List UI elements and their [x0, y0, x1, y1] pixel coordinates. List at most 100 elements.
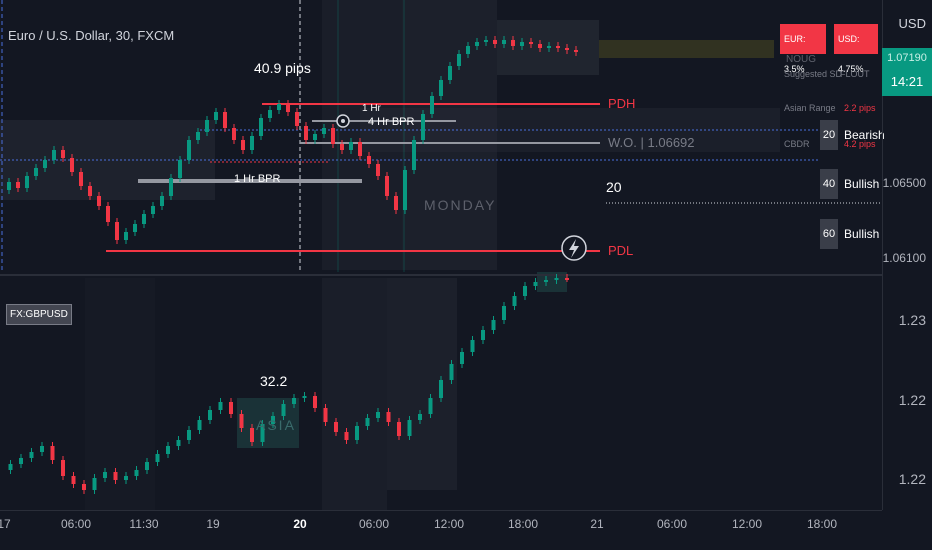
price-axis[interactable]: USD 1.07190 14:21 1.06500 1.06100 1.23 1… [882, 0, 932, 510]
candle-body [403, 170, 407, 210]
candle-body [355, 426, 359, 440]
candle-body [448, 66, 452, 80]
lower-price-tick: 1.23 [898, 312, 926, 328]
candle-body [145, 462, 149, 470]
candle-body [106, 206, 110, 222]
candle-body [349, 142, 353, 150]
candle-body [271, 416, 275, 424]
candle-body [259, 118, 263, 136]
candle-body [397, 422, 401, 436]
candle-body [418, 414, 422, 420]
candle-body [529, 42, 533, 44]
candle-body [554, 278, 559, 280]
noug-label: NOUG [786, 54, 816, 65]
usd-rate-badge: USD: 4.75% [834, 24, 878, 74]
time-tick: 12:00 [731, 517, 763, 531]
time-tick: 12:00 [433, 517, 465, 531]
candle-body [61, 460, 65, 476]
candle-body [475, 42, 479, 46]
candle-body [232, 128, 236, 140]
candle-body [565, 278, 569, 280]
candle-body [547, 46, 551, 48]
candle-body [229, 402, 233, 414]
time-axis[interactable]: 17 06:00 11:30 19 20 06:00 12:00 18:00 2… [0, 510, 882, 550]
time-tick: 21 [590, 517, 604, 531]
bar-countdown: 14:21 [882, 68, 932, 96]
candle-body [313, 134, 317, 140]
time-tick: 06:00 [656, 517, 688, 531]
candle-body [151, 206, 155, 214]
candle-body [376, 164, 380, 176]
asian-range-label: Asian Range [784, 103, 836, 113]
candle-body [16, 182, 20, 188]
candle-body [40, 446, 44, 452]
candle-body [281, 404, 286, 416]
candle-body [29, 452, 34, 458]
bias-tf: 60 [820, 219, 838, 249]
candle-body [71, 476, 76, 484]
time-tick: 06:00 [60, 517, 92, 531]
price-chart[interactable] [0, 0, 882, 510]
candle-body [484, 40, 488, 42]
candle-body [124, 476, 128, 480]
eur-rate-badge: EUR: 3.5% [780, 24, 826, 74]
candle-body [502, 40, 506, 44]
candle-body [142, 214, 146, 224]
candle-body [169, 178, 173, 196]
time-tick: 11:30 [129, 517, 159, 531]
candle-body [43, 160, 47, 168]
bpr-1h-top-label: 1 Hr [362, 103, 381, 114]
lightning-icon [569, 239, 579, 258]
pips-label: 40.9 pips [254, 60, 311, 76]
candle-body [386, 412, 391, 422]
compare-symbol-tag[interactable]: FX:GBPUSD [6, 304, 72, 325]
suggested-sd-label: Suggested SD [784, 69, 843, 79]
bias-label: Bullish [844, 177, 880, 191]
candle-body [439, 80, 443, 96]
candle-body [344, 432, 349, 440]
candle-body [277, 104, 281, 110]
candle-body [313, 396, 317, 408]
candle-body [421, 114, 425, 140]
candle-body [304, 126, 308, 140]
cbdr-label: CBDR [784, 139, 810, 149]
candle-body [322, 128, 326, 134]
candle-body [407, 420, 412, 436]
bpr-4h-label: 4 Hr BPR [368, 116, 415, 128]
time-tick: 18:00 [507, 517, 539, 531]
candle-body [340, 144, 344, 150]
price-tick: 1.06500 [882, 176, 926, 190]
bpr-1h-label: 1 Hr BPR [234, 173, 281, 185]
candle-body [533, 282, 538, 286]
candle-body [292, 398, 296, 404]
lower-pips-label: 32.2 [260, 373, 288, 389]
candle-body [466, 46, 470, 54]
candle-body [208, 410, 212, 420]
candle-body [544, 280, 548, 282]
candle-body [439, 380, 443, 398]
candle-body [187, 140, 191, 160]
candle-body [134, 470, 139, 476]
candle-body [79, 172, 83, 186]
candle-body [491, 320, 496, 330]
candle-body [239, 414, 244, 428]
candle-body [512, 296, 517, 306]
candle-body [481, 330, 485, 340]
candle-body [493, 40, 497, 44]
candle-body [511, 40, 515, 46]
last-price-label: 1.07190 [882, 48, 932, 68]
candle-body [82, 484, 86, 490]
wo-label: W.O. | 1.06692 [608, 135, 695, 150]
candle-body [334, 422, 338, 432]
candle-body [502, 306, 506, 320]
candle-body [556, 46, 560, 48]
chart-title[interactable]: Euro / U.S. Dollar, 30, FXCM [8, 28, 175, 43]
candle-body [394, 196, 398, 210]
currency-label[interactable]: USD [898, 16, 926, 31]
price-tick: 1.06100 [882, 251, 926, 265]
candle-body [268, 110, 272, 118]
session-20-label: 20 [606, 179, 622, 195]
candle-body [178, 160, 182, 178]
bias-label: Bearish [844, 128, 885, 142]
